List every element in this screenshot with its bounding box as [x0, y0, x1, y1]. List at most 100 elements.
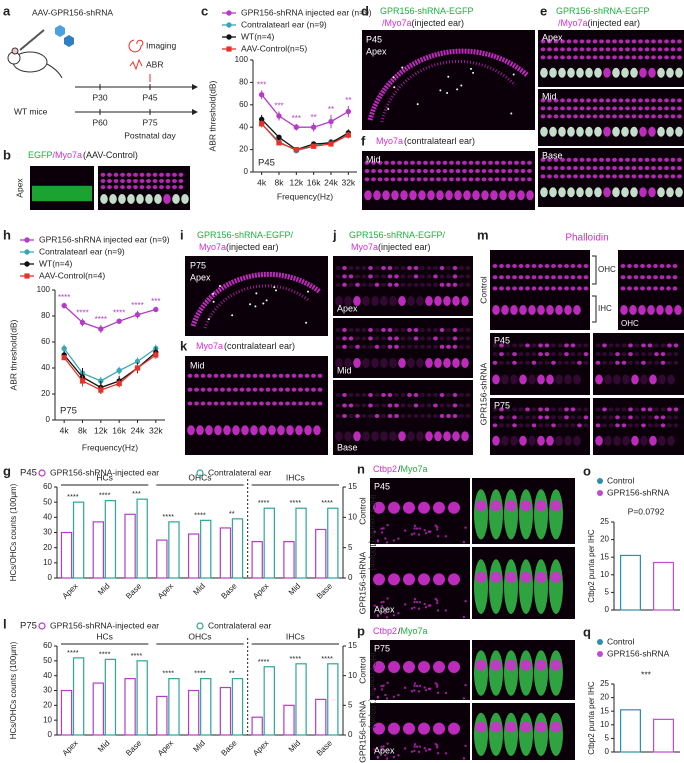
- ihc: [621, 187, 629, 198]
- group-label: IHCs: [286, 631, 305, 641]
- ohc: [583, 286, 589, 291]
- significance: ****: [258, 498, 270, 507]
- ohc: [540, 174, 546, 179]
- y-tick-label: 100: [37, 285, 51, 294]
- egfp-cell: [472, 71, 475, 74]
- ohc: [459, 414, 464, 418]
- ohc: [605, 166, 611, 171]
- ohc: [633, 264, 639, 268]
- cells: [32, 185, 92, 202]
- ohc: [612, 106, 617, 111]
- puncta: [380, 601, 383, 604]
- bar: [124, 513, 136, 579]
- ohc: [657, 106, 663, 111]
- ohc: [672, 264, 678, 268]
- ihc: [443, 431, 451, 442]
- ohc: [348, 403, 354, 408]
- ohc: [664, 157, 669, 162]
- title-part: /Myo7a: [53, 150, 83, 160]
- significance: ****: [258, 657, 270, 666]
- ohc: [631, 157, 637, 162]
- nucleus: [403, 573, 415, 586]
- ohc: [625, 174, 630, 179]
- ohc: [612, 157, 617, 162]
- y-axis-label: HCs/OHCs counts (100μm): [9, 641, 18, 739]
- ohc: [499, 360, 504, 365]
- ihc: [398, 431, 406, 442]
- x-tick-label: Apex: [156, 582, 175, 601]
- label: OHC: [598, 265, 616, 274]
- nucleus: [475, 659, 487, 671]
- ohc: [573, 98, 578, 103]
- ohc: [618, 174, 624, 179]
- puncta: [434, 524, 437, 527]
- ohc: [527, 177, 532, 182]
- puncta: [429, 687, 432, 690]
- egfp-cell: [401, 66, 404, 69]
- ohc: [507, 177, 513, 182]
- ohc: [638, 157, 643, 162]
- ohc: [505, 286, 511, 291]
- puncta: [385, 697, 389, 700]
- ohc: [621, 407, 627, 412]
- ohc: [518, 423, 524, 428]
- ohc: [499, 343, 504, 348]
- ohc: [433, 414, 438, 418]
- egfp-band: [32, 185, 92, 202]
- ohc: [673, 360, 679, 365]
- ihc: [657, 126, 665, 137]
- nucleus: [388, 722, 400, 735]
- ohc: [226, 401, 232, 406]
- ohc: [633, 286, 639, 291]
- ohc: [413, 282, 419, 287]
- ohc: [544, 286, 550, 291]
- ihc: [622, 374, 630, 385]
- ihc: [452, 431, 460, 442]
- ihc: [546, 374, 554, 385]
- ohc: [631, 166, 637, 171]
- ihc: [555, 305, 563, 315]
- ohc: [592, 114, 598, 119]
- ohc: [426, 414, 432, 418]
- panel-label: b: [3, 147, 11, 162]
- title-part: Myo7a: [199, 242, 226, 252]
- ihc: [492, 374, 500, 385]
- legend-marker: [24, 249, 30, 255]
- ohc: [187, 401, 193, 406]
- egfp-cell: [305, 321, 308, 324]
- ohc: [278, 373, 284, 378]
- ohc: [647, 360, 653, 365]
- ihc: [490, 190, 498, 201]
- ohc: [368, 274, 373, 279]
- ihc: [344, 358, 352, 368]
- ohc: [602, 423, 607, 428]
- ohc: [468, 177, 474, 182]
- ohc: [371, 177, 376, 182]
- ihc: [612, 187, 620, 198]
- ihc: [154, 194, 162, 204]
- ihc: [407, 358, 415, 368]
- mouse-tail: [46, 63, 63, 79]
- x-tick-label: Base: [219, 581, 239, 601]
- ohc: [631, 55, 637, 60]
- ohc: [400, 336, 406, 341]
- nucleus: [535, 721, 547, 733]
- ihc: [640, 374, 648, 385]
- puncta: [380, 527, 383, 530]
- ohc: [311, 387, 316, 392]
- puncta: [462, 757, 466, 760]
- title-part: Myo7a: [401, 464, 428, 474]
- ohc: [413, 393, 419, 397]
- group-label: OHCs: [188, 631, 211, 641]
- nucleus: [433, 722, 445, 735]
- bar: [104, 500, 117, 579]
- ohc: [374, 282, 380, 287]
- ihc: [558, 187, 566, 198]
- ohc: [634, 423, 640, 428]
- ohc: [492, 407, 498, 412]
- ohc: [566, 114, 572, 119]
- cochlea-coil: [203, 284, 309, 329]
- puncta: [423, 686, 426, 689]
- ohc: [394, 403, 399, 408]
- ohc: [525, 286, 530, 291]
